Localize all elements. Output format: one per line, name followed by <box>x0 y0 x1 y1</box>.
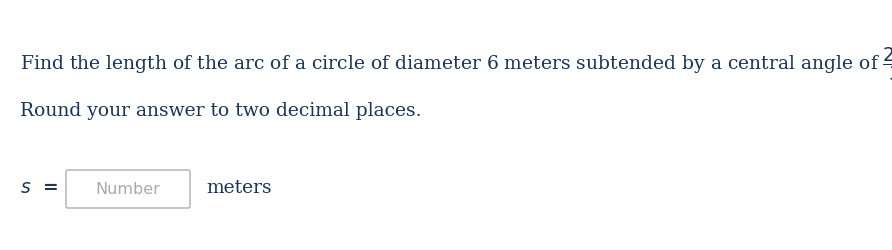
Text: Round your answer to two decimal places.: Round your answer to two decimal places. <box>20 102 422 120</box>
Text: Find the length of the arc of a circle of diameter 6 meters subtended by a centr: Find the length of the arc of a circle o… <box>20 45 892 83</box>
FancyBboxPatch shape <box>66 170 190 208</box>
Text: Number: Number <box>95 182 161 196</box>
Text: $s$  =: $s$ = <box>20 179 59 197</box>
Text: meters: meters <box>206 179 272 197</box>
